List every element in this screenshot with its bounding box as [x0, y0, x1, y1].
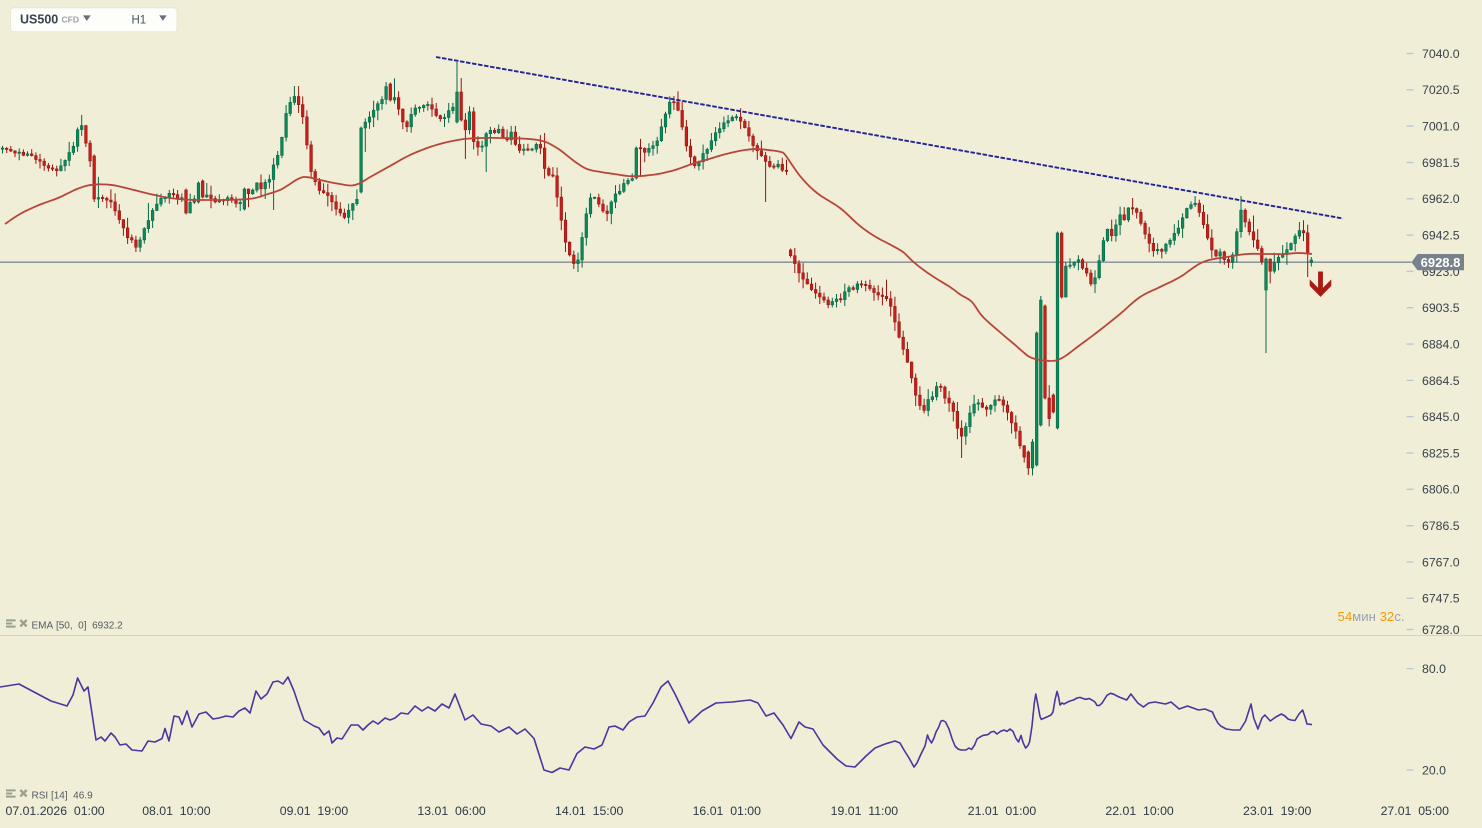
svg-text:6767.0: 6767.0 [1422, 555, 1460, 569]
svg-text:6825.5: 6825.5 [1422, 446, 1460, 460]
svg-text:H1: H1 [132, 15, 147, 27]
svg-text:CFD: CFD [62, 15, 79, 25]
svg-text:6845.0: 6845.0 [1422, 410, 1460, 424]
svg-text:6903.5: 6903.5 [1422, 301, 1460, 315]
svg-text:20.0: 20.0 [1422, 763, 1446, 777]
svg-text:6942.5: 6942.5 [1422, 229, 1460, 243]
svg-text:22.01 10:00: 22.01 10:00 [1105, 804, 1174, 818]
svg-text:13.01 06:00: 13.01 06:00 [417, 804, 486, 818]
svg-text:EMA [50, 0] 6932.2: EMA [50, 0] 6932.2 [32, 621, 124, 632]
svg-text:80.0: 80.0 [1422, 662, 1446, 676]
svg-text:6747.5: 6747.5 [1422, 592, 1460, 606]
svg-text:16.01 01:00: 16.01 01:00 [693, 804, 762, 818]
svg-text:6728.0: 6728.0 [1422, 623, 1460, 637]
svg-text:07.01.2026 01:00: 07.01.2026 01:00 [6, 804, 105, 818]
svg-text:19.01 11:00: 19.01 11:00 [831, 804, 899, 818]
svg-text:6864.5: 6864.5 [1422, 374, 1460, 388]
svg-text:6928.8: 6928.8 [1421, 255, 1461, 270]
svg-text:08.01 10:00: 08.01 10:00 [142, 804, 211, 818]
svg-text:6884.0: 6884.0 [1422, 338, 1460, 352]
svg-text:7040.0: 7040.0 [1422, 47, 1460, 61]
svg-text:14.01 15:00: 14.01 15:00 [555, 804, 624, 818]
svg-text:23.01 19:00: 23.01 19:00 [1243, 804, 1312, 818]
svg-text:6981.5: 6981.5 [1422, 156, 1460, 170]
svg-text:RSI [14] 46.9: RSI [14] 46.9 [32, 791, 94, 802]
svg-text:6962.0: 6962.0 [1422, 192, 1460, 206]
svg-text:7001.0: 7001.0 [1422, 120, 1460, 134]
svg-text:09.01 19:00: 09.01 19:00 [280, 804, 349, 818]
svg-text:6786.5: 6786.5 [1422, 519, 1460, 533]
svg-text:54мин 32с.: 54мин 32с. [1338, 609, 1405, 624]
svg-text:6806.0: 6806.0 [1422, 483, 1460, 497]
svg-text:US500: US500 [20, 13, 58, 27]
svg-text:21.01 01:00: 21.01 01:00 [968, 804, 1037, 818]
svg-text:27.01 05:00: 27.01 05:00 [1381, 804, 1450, 818]
svg-text:7020.5: 7020.5 [1422, 83, 1460, 97]
